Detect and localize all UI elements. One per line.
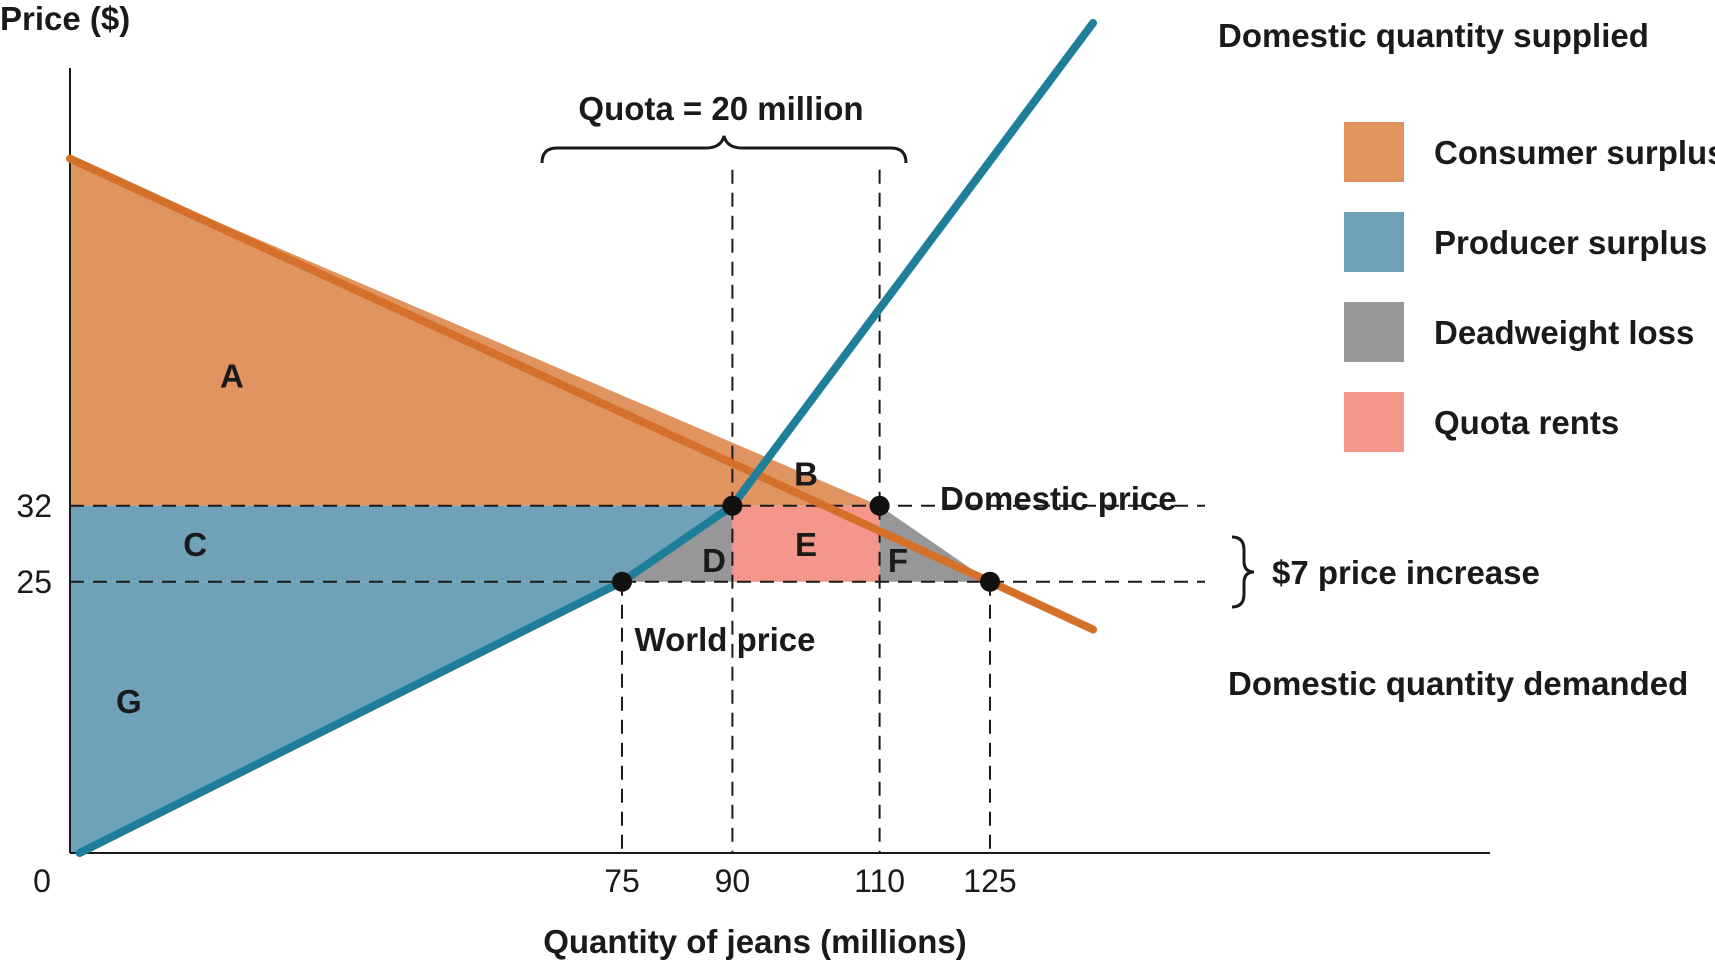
legend-swatch-1 <box>1344 122 1404 182</box>
legend-swatch-3 <box>1344 302 1404 362</box>
supply-curve <box>75 18 1098 857</box>
quota-label: Quota = 20 million <box>578 90 863 127</box>
axes <box>69 68 1490 854</box>
point-110-32 <box>869 495 890 516</box>
region-label-d: D <box>702 542 726 579</box>
region-label-a: A <box>220 358 244 395</box>
x-tick-90: 90 <box>715 863 751 899</box>
x-axis-title: Quantity of jeans (millions) <box>543 923 967 960</box>
legend-label-1: Consumer surplus <box>1434 134 1715 171</box>
supply-curve-label: Domestic quantity supplied <box>1218 17 1649 54</box>
x-tick-110: 110 <box>854 863 905 899</box>
dashed-guides <box>70 165 1205 853</box>
intersection-points <box>612 495 1000 592</box>
price-increase-label: $7 price increase <box>1272 554 1540 591</box>
region-labels: A B C G D E F <box>116 358 908 720</box>
legend-label-4: Quota rents <box>1434 404 1619 441</box>
legend-swatch-4 <box>1344 392 1404 452</box>
point-90-32 <box>722 495 743 516</box>
tick-labels: 75 90 110 125 25 32 <box>16 488 1016 899</box>
region-label-b: B <box>794 455 818 492</box>
domestic-price-label: Domestic price <box>940 480 1177 517</box>
region-label-f: F <box>888 542 908 579</box>
region-label-g: G <box>116 683 142 720</box>
point-125-25 <box>980 571 1000 592</box>
x-tick-75: 75 <box>604 863 640 899</box>
quota-brace <box>540 135 908 164</box>
region-a <box>70 158 880 506</box>
legend-label-2: Producer surplus <box>1434 224 1707 261</box>
region-e <box>732 505 880 582</box>
region-label-e: E <box>795 526 817 563</box>
y-tick-25: 25 <box>16 564 52 600</box>
region-label-c: C <box>183 526 207 563</box>
legend-swatch-2 <box>1344 212 1404 272</box>
world-price-label: World price <box>635 621 816 658</box>
demand-curve-label: Domestic quantity demanded <box>1228 665 1688 702</box>
region-f <box>879 505 990 582</box>
point-75-25 <box>612 571 632 592</box>
legend: Consumer surplus Producer surplus Deadweig… <box>1344 122 1715 452</box>
y-tick-32: 32 <box>16 488 52 524</box>
origin-label: 0 <box>33 863 51 899</box>
y-axis-title: Price ($) <box>0 0 130 37</box>
region-c <box>70 505 733 582</box>
x-tick-125: 125 <box>963 863 1016 899</box>
legend-label-3: Deadweight loss <box>1434 314 1694 351</box>
price-increase-brace <box>1231 535 1255 609</box>
